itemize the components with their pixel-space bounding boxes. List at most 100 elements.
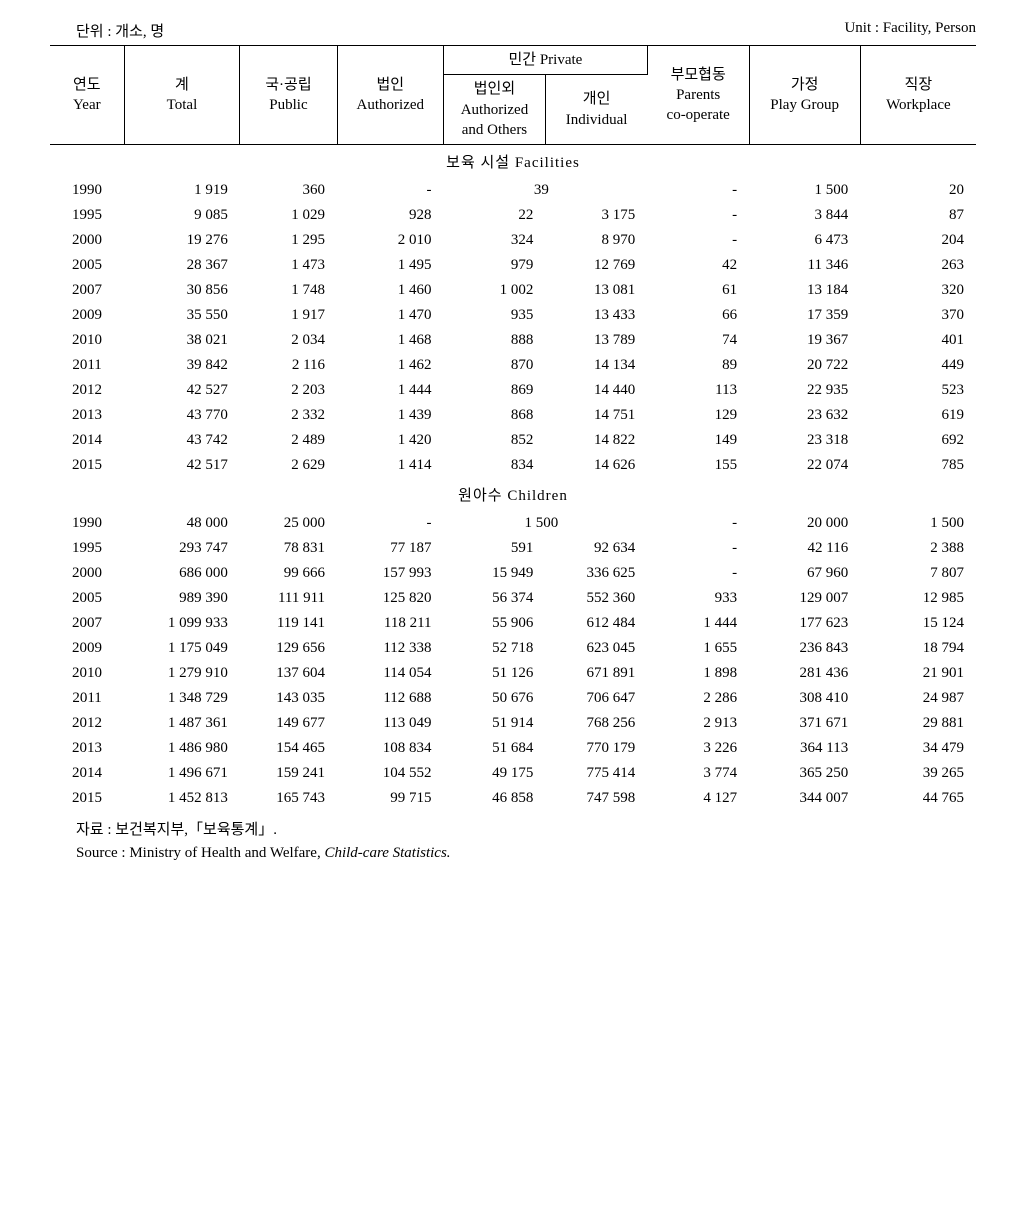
- section-header-cell: 원아수 Children: [50, 478, 976, 511]
- table-cell: 1 099 933: [124, 611, 240, 636]
- table-cell: 612 484: [545, 611, 647, 636]
- source-en-prefix: Source : Ministry of Health and Welfare,: [76, 845, 324, 861]
- table-cell: 1 348 729: [124, 686, 240, 711]
- table-cell: 768 256: [545, 711, 647, 736]
- table-cell: 1 295: [240, 228, 337, 253]
- table-cell: 293 747: [124, 536, 240, 561]
- table-cell: 77 187: [337, 536, 443, 561]
- table-cell: 44 765: [860, 786, 976, 811]
- table-cell: 17 359: [749, 303, 860, 328]
- table-cell: 1 460: [337, 278, 443, 303]
- table-cell: 104 552: [337, 761, 443, 786]
- table-cell: -: [647, 228, 749, 253]
- table-cell: 204: [860, 228, 976, 253]
- table-cell: 336 625: [545, 561, 647, 586]
- table-cell: -: [647, 511, 749, 536]
- table-cell: 360: [240, 178, 337, 203]
- table-cell: 66: [647, 303, 749, 328]
- table-cell: 23 318: [749, 428, 860, 453]
- section-header-row: 보육 시설 Facilities: [50, 145, 976, 179]
- col-year: 연도Year: [50, 46, 124, 145]
- table-cell: 149 677: [240, 711, 337, 736]
- table-row: 20091 175 049129 656112 33852 718623 045…: [50, 636, 976, 661]
- table-cell: 157 993: [337, 561, 443, 586]
- table-cell: 706 647: [545, 686, 647, 711]
- table-cell: 1 175 049: [124, 636, 240, 661]
- table-cell: 344 007: [749, 786, 860, 811]
- table-cell: 129 656: [240, 636, 337, 661]
- table-cell: 25 000: [240, 511, 337, 536]
- table-cell: 12 985: [860, 586, 976, 611]
- table-cell: 11 346: [749, 253, 860, 278]
- table-cell: 42: [647, 253, 749, 278]
- table-cell: 2009: [50, 636, 124, 661]
- table-cell: 1 462: [337, 353, 443, 378]
- table-cell: 2007: [50, 611, 124, 636]
- table-cell: 1990: [50, 178, 124, 203]
- table-cell: 21 901: [860, 661, 976, 686]
- table-cell: 1 500: [749, 178, 860, 203]
- table-cell: 2013: [50, 736, 124, 761]
- table-cell: 2 286: [647, 686, 749, 711]
- table-cell: 22 074: [749, 453, 860, 478]
- table-cell: 449: [860, 353, 976, 378]
- col-total: 계Total: [124, 46, 240, 145]
- table-cell: 137 604: [240, 661, 337, 686]
- table-cell: 13 789: [545, 328, 647, 353]
- table-cell: 868: [444, 403, 546, 428]
- table-cell: -: [337, 511, 443, 536]
- table-cell: 99 666: [240, 561, 337, 586]
- table-cell: 2007: [50, 278, 124, 303]
- table-cell: 1 487 361: [124, 711, 240, 736]
- table-row: 20111 348 729143 035112 68850 676706 647…: [50, 686, 976, 711]
- table-cell: 14 751: [545, 403, 647, 428]
- table-cell: 785: [860, 453, 976, 478]
- table-cell: 13 433: [545, 303, 647, 328]
- table-cell: 42 527: [124, 378, 240, 403]
- table-cell: 591: [444, 536, 546, 561]
- table-cell: 324: [444, 228, 546, 253]
- table-cell: 2012: [50, 378, 124, 403]
- table-cell: 34 479: [860, 736, 976, 761]
- table-cell: 1 439: [337, 403, 443, 428]
- table-row: 20101 279 910137 604114 05451 126671 891…: [50, 661, 976, 686]
- table-cell: 20 722: [749, 353, 860, 378]
- table-row: 201343 7702 3321 43986814 75112923 63261…: [50, 403, 976, 428]
- table-cell: 55 906: [444, 611, 546, 636]
- col-private-group: 민간 Private: [444, 46, 648, 75]
- table-cell: 2015: [50, 453, 124, 478]
- table-row: 1995293 74778 83177 18759192 634-42 1162…: [50, 536, 976, 561]
- table-cell: 143 035: [240, 686, 337, 711]
- table-row: 2005989 390111 911125 82056 374552 36093…: [50, 586, 976, 611]
- section-header-cell: 보육 시설 Facilities: [50, 145, 976, 179]
- source-english: Source : Ministry of Health and Welfare,…: [76, 842, 976, 865]
- table-cell: 1 420: [337, 428, 443, 453]
- table-cell: 1 473: [240, 253, 337, 278]
- col-authorized-others: 법인외Authorizedand Others: [444, 75, 546, 145]
- table-cell: 48 000: [124, 511, 240, 536]
- table-cell: -: [647, 536, 749, 561]
- table-cell: 29 881: [860, 711, 976, 736]
- table-cell: 78 831: [240, 536, 337, 561]
- table-cell: 49 175: [444, 761, 546, 786]
- table-cell: 775 414: [545, 761, 647, 786]
- table-cell: 2011: [50, 353, 124, 378]
- table-cell: 99 715: [337, 786, 443, 811]
- table-cell: 1990: [50, 511, 124, 536]
- table-cell: 24 987: [860, 686, 976, 711]
- table-cell: 692: [860, 428, 976, 453]
- unit-left-label: 단위 : 개소, 명: [76, 20, 164, 41]
- table-row: 201443 7422 4891 42085214 82214923 31869…: [50, 428, 976, 453]
- table-cell: 20 000: [749, 511, 860, 536]
- table-cell: 13 184: [749, 278, 860, 303]
- table-cell: 1 655: [647, 636, 749, 661]
- source-korean: 자료 : 보건복지부,「보육통계」.: [76, 819, 976, 842]
- table-cell: 12 769: [545, 253, 647, 278]
- table-cell: 935: [444, 303, 546, 328]
- table-cell: 1 486 980: [124, 736, 240, 761]
- table-cell: 236 843: [749, 636, 860, 661]
- table-row: 201139 8422 1161 46287014 1348920 722449: [50, 353, 976, 378]
- table-cell: 1 500: [444, 511, 648, 536]
- table-cell: 2005: [50, 253, 124, 278]
- table-cell: 870: [444, 353, 546, 378]
